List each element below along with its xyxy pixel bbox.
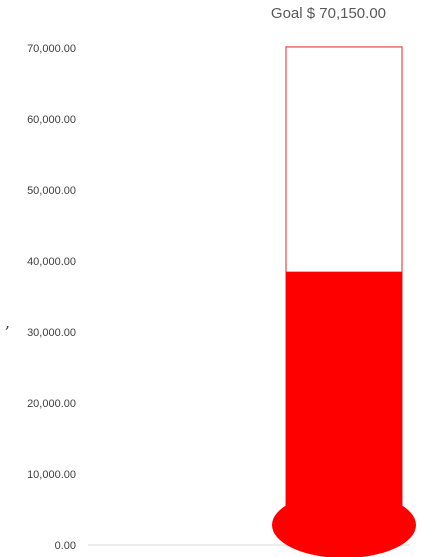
y-tick-label: 40,000.00 (27, 256, 76, 268)
thermometer-bulb (272, 492, 416, 557)
y-tick-label: 60,000.00 (27, 114, 76, 126)
y-tick-label: 0.00 (55, 540, 76, 552)
stray-comma: , (5, 313, 10, 332)
y-tick-label: 50,000.00 (27, 185, 76, 197)
y-tick-label: 30,000.00 (27, 327, 76, 339)
y-tick-label: 20,000.00 (27, 398, 76, 410)
thermometer-fill (286, 271, 402, 525)
y-axis: 0.00 10,000.00 20,000.00 30,000.00 40,000.00… (27, 43, 76, 552)
y-tick-label: 70,000.00 (27, 43, 76, 55)
y-tick-label: 10,000.00 (27, 469, 76, 481)
goal-label: Goal $ 70,150.00 (271, 5, 386, 22)
